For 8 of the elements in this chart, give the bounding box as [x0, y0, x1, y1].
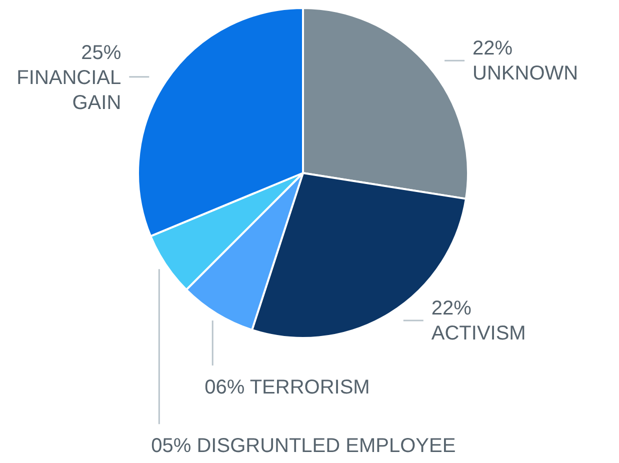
- data-label: 25%: [81, 42, 122, 64]
- data-label: 22%: [472, 38, 513, 60]
- slice-label: ACTIVISM: [431, 322, 526, 345]
- slice-label: FINANCIAL GAIN: [16, 66, 122, 114]
- slice-label: 06% TERRORISM: [204, 376, 370, 399]
- slice-label: 05% DISGRUNTLED EMPLOYEE: [151, 435, 456, 458]
- data-label: 22%: [431, 298, 472, 320]
- slice-label: UNKNOWN: [472, 62, 578, 85]
